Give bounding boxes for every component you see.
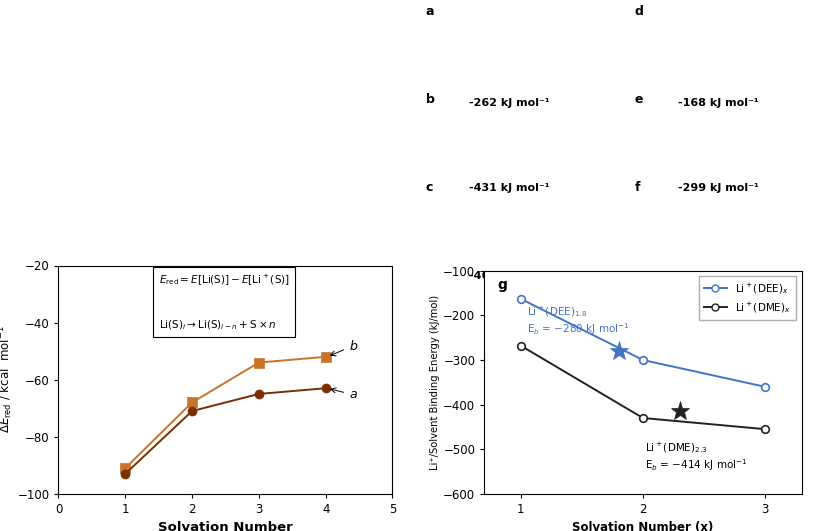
Text: -361 kJ mol⁻¹: -361 kJ mol⁻¹: [678, 271, 758, 281]
Y-axis label: $\Delta E_{\rm red}$ / kcal  mol$^{-1}$: $\Delta E_{\rm red}$ / kcal mol$^{-1}$: [0, 326, 14, 433]
Text: f: f: [635, 181, 640, 193]
Text: $a$: $a$: [331, 388, 358, 401]
Text: -299 kJ mol⁻¹: -299 kJ mol⁻¹: [678, 183, 758, 193]
Text: b: b: [426, 93, 435, 106]
X-axis label: Solvation Number: Solvation Number: [158, 521, 293, 531]
Text: -168 kJ mol⁻¹: -168 kJ mol⁻¹: [678, 98, 758, 108]
Text: g: g: [497, 278, 507, 292]
Text: -431 kJ mol⁻¹: -431 kJ mol⁻¹: [469, 183, 549, 193]
Text: $E_{\rm red}=E[{\rm Li(S)}]-E[{\rm Li^+(S)}]$

${\rm Li(S)}_i \rightarrow {\rm L: $E_{\rm red}=E[{\rm Li(S)}]-E[{\rm Li^+(…: [159, 272, 290, 332]
Text: a: a: [426, 5, 434, 18]
Text: -464 kJ mol⁻¹: -464 kJ mol⁻¹: [468, 271, 550, 281]
Legend: Li$^+$(DEE)$_x$, Li$^+$(DME)$_x$: Li$^+$(DEE)$_x$, Li$^+$(DME)$_x$: [699, 276, 797, 320]
X-axis label: Solvation Number (x): Solvation Number (x): [572, 521, 714, 531]
Text: d: d: [635, 5, 644, 18]
Text: -262 kJ mol⁻¹: -262 kJ mol⁻¹: [469, 98, 549, 108]
Y-axis label: Li⁺/Solvent Binding Energy (kJ/mol): Li⁺/Solvent Binding Energy (kJ/mol): [430, 295, 440, 470]
Text: e: e: [635, 93, 643, 106]
Text: Li$^+$(DEE)$_{1.8}$
E$_b$ = $-$280 kJ mol$^{-1}$: Li$^+$(DEE)$_{1.8}$ E$_b$ = $-$280 kJ mo…: [527, 304, 630, 337]
Text: c: c: [426, 181, 433, 193]
Text: Li$^+$(DME)$_{2.3}$
E$_b$ = $-$414 kJ mol$^{-1}$: Li$^+$(DME)$_{2.3}$ E$_b$ = $-$414 kJ mo…: [645, 440, 748, 473]
Text: $b$: $b$: [331, 339, 358, 356]
